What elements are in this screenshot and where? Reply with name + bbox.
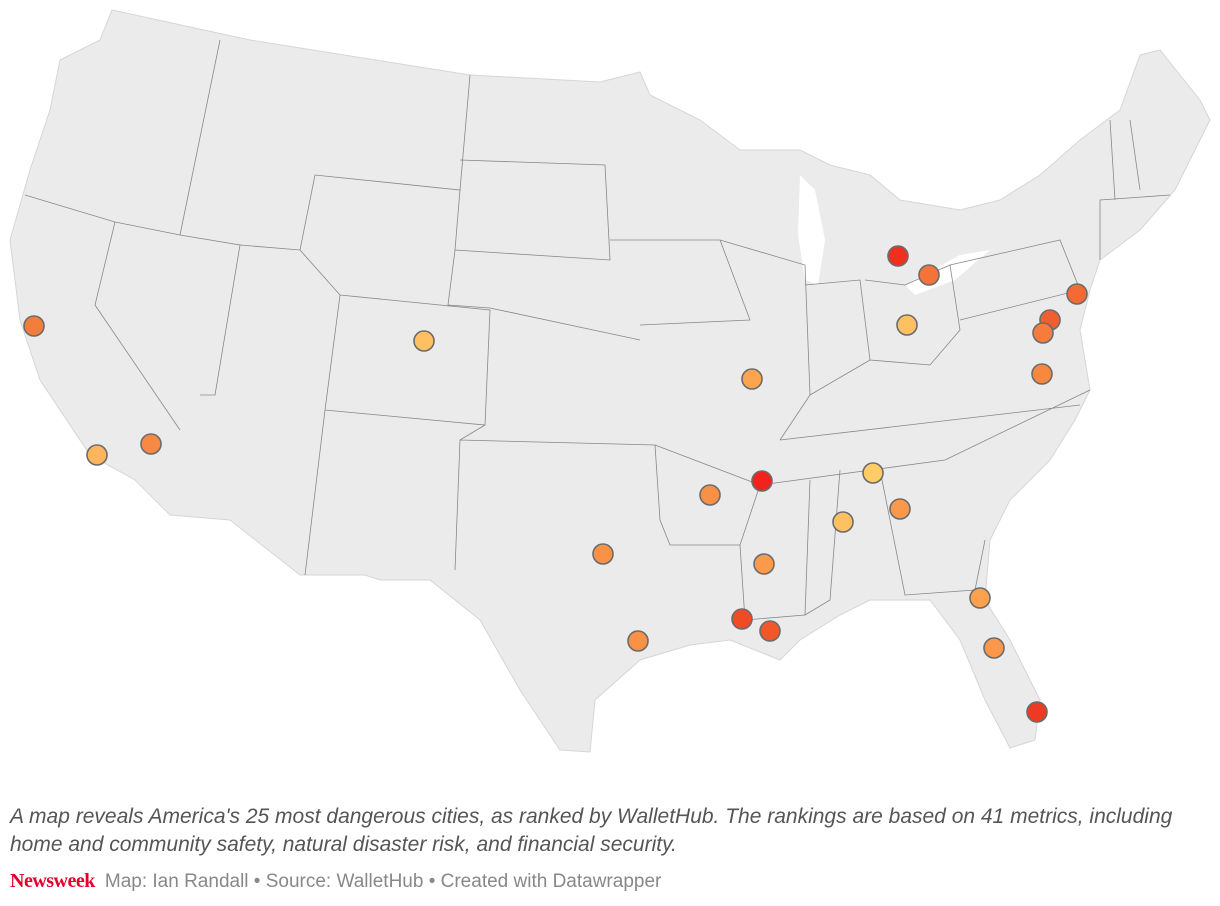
caption: A map reveals America's 25 most dangerou… bbox=[10, 805, 1173, 856]
state-line bbox=[299, 249, 491, 576]
city-dot bbox=[751, 470, 773, 492]
footer: Newsweek Map: Ian Randall • Source: Walle… bbox=[10, 870, 661, 893]
city-dot bbox=[832, 511, 854, 533]
state-line bbox=[447, 159, 641, 341]
state-line bbox=[759, 239, 1091, 486]
city-dot bbox=[918, 264, 940, 286]
city-dot bbox=[1032, 322, 1054, 344]
city-dot bbox=[731, 608, 753, 630]
us-outline bbox=[9, 9, 1211, 753]
credit: Map: Ian Randall • Source: WalletHub • C… bbox=[104, 871, 662, 892]
state-line bbox=[804, 264, 961, 396]
city-dot bbox=[889, 498, 911, 520]
state-line bbox=[24, 194, 181, 431]
city-dot bbox=[592, 543, 614, 565]
city-dot bbox=[753, 553, 775, 575]
state-lines bbox=[24, 39, 1171, 621]
lake-michigan bbox=[798, 175, 825, 285]
city-dot bbox=[896, 314, 918, 336]
city-dot bbox=[983, 637, 1005, 659]
city-dots bbox=[23, 245, 1088, 723]
city-dot bbox=[1031, 363, 1053, 385]
city-dot bbox=[759, 620, 781, 642]
city-dot bbox=[741, 368, 763, 390]
state-line bbox=[1099, 119, 1171, 260]
city-dot bbox=[1026, 701, 1048, 723]
us-map bbox=[9, 9, 1211, 753]
state-line bbox=[179, 39, 471, 251]
brand-logo: Newsweek bbox=[10, 870, 95, 892]
city-dot bbox=[140, 433, 162, 455]
city-dot bbox=[887, 245, 909, 267]
city-dot bbox=[23, 315, 45, 337]
city-dot bbox=[627, 630, 649, 652]
city-dot bbox=[1066, 283, 1088, 305]
city-dot bbox=[862, 462, 884, 484]
city-dot bbox=[86, 444, 108, 466]
city-dot bbox=[699, 484, 721, 506]
city-dot bbox=[413, 330, 435, 352]
city-dot bbox=[969, 587, 991, 609]
state-line bbox=[610, 239, 811, 441]
